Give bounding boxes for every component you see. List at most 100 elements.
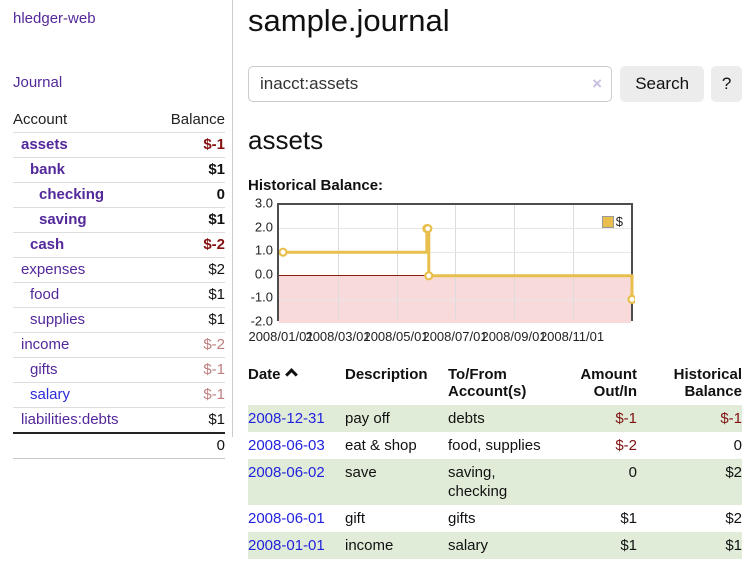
transaction-accounts: debts — [448, 405, 552, 432]
account-row-income: income $-2 — [13, 332, 225, 357]
x-tick-label: 2008/01/01 — [248, 329, 313, 344]
x-tick-label: 2008/03/01 — [305, 329, 370, 344]
y-tick-label: 1.0 — [248, 243, 273, 258]
sidebar-item-journal[interactable]: Journal — [13, 74, 226, 91]
main-content: sample.journal × Search ? assets Histori… — [248, 0, 742, 582]
accounts-total-value: 0 — [217, 437, 225, 455]
transaction-date-link[interactable]: 2008-12-31 — [248, 410, 325, 427]
transaction-row: 2008-06-02 save saving, checking 0 $2 — [248, 459, 742, 505]
x-tick-label: 2008/09/01 — [481, 329, 546, 344]
account-link-checking[interactable]: checking — [39, 186, 104, 204]
transaction-date-link[interactable]: 2008-06-02 — [248, 464, 325, 481]
chart-title: Historical Balance: — [248, 177, 383, 194]
account-link-income[interactable]: income — [21, 336, 69, 354]
account-row-supplies: supplies $1 — [13, 307, 225, 332]
transaction-balance: $2 — [637, 505, 742, 532]
transaction-description: save — [345, 459, 448, 505]
transaction-amount: 0 — [552, 459, 637, 505]
legend-label: $ — [616, 214, 623, 229]
sidebar: hledger-web Journal Account Balance asse… — [0, 0, 232, 582]
transaction-amount: $1 — [552, 532, 637, 559]
account-row-liabilities-debts: liabilities:debts $1 — [13, 407, 225, 434]
transaction-date-link[interactable]: 2008-06-01 — [248, 510, 325, 527]
transaction-description: income — [345, 532, 448, 559]
account-link-bank[interactable]: bank — [30, 161, 65, 179]
transaction-amount: $-2 — [552, 432, 637, 459]
search-input[interactable] — [248, 66, 612, 102]
description-column-header: Description — [345, 363, 448, 405]
account-link-cash[interactable]: cash — [30, 236, 64, 254]
account-link-liabilities-debts[interactable]: liabilities:debts — [21, 411, 119, 429]
x-tick-label: 2008/11/01 — [540, 329, 604, 344]
account-row-salary: salary $-1 — [13, 382, 225, 407]
balance-line-series — [279, 205, 635, 323]
account-balance: $-1 — [203, 386, 225, 404]
search-input-wrap: × — [248, 66, 612, 102]
transaction-accounts: saving, checking — [448, 459, 552, 505]
y-tick-label: 3.0 — [248, 196, 273, 211]
account-row-checking: checking 0 — [13, 182, 225, 207]
account-balance: 0 — [217, 186, 225, 204]
filtered-account-heading: assets — [248, 125, 323, 156]
account-balance: $2 — [208, 261, 225, 279]
search-form: × Search ? — [248, 66, 742, 102]
x-tick-label: 2008/05/01 — [363, 329, 428, 344]
clear-search-icon[interactable]: × — [592, 74, 602, 94]
transaction-accounts: food, supplies — [448, 432, 552, 459]
transaction-balance: $-1 — [637, 405, 742, 432]
sort-ascending-icon — [285, 368, 298, 381]
transaction-amount: $1 — [552, 505, 637, 532]
account-link-gifts[interactable]: gifts — [30, 361, 58, 379]
transaction-row: 2008-12-31 pay off debts $-1 $-1 — [248, 405, 742, 432]
transaction-date-link[interactable]: 2008-06-03 — [248, 437, 325, 454]
account-balance: $-1 — [203, 361, 225, 379]
transaction-accounts: gifts — [448, 505, 552, 532]
transaction-row: 2008-06-01 gift gifts $1 $2 — [248, 505, 742, 532]
historical-balance-chart: 3.0 2.0 1.0 0.0 -1.0 -2.0 $ 2008/01/01 2… — [248, 196, 742, 346]
help-button[interactable]: ? — [711, 66, 742, 102]
transaction-amount: $-1 — [552, 405, 637, 432]
account-link-expenses[interactable]: expenses — [21, 261, 85, 279]
search-button[interactable]: Search — [620, 66, 704, 102]
account-balance-table: Account Balance assets $-1 bank $1 check… — [13, 108, 225, 459]
account-row-bank: bank $1 — [13, 157, 225, 182]
account-link-food[interactable]: food — [30, 286, 59, 304]
sidebar-divider — [232, 0, 233, 437]
transaction-description: eat & shop — [345, 432, 448, 459]
balance-column-header: Balance — [171, 111, 225, 129]
account-balance: $-2 — [203, 236, 225, 254]
register-header-row: Date Description To/From Account(s) Amou… — [248, 363, 742, 405]
account-link-salary[interactable]: salary — [30, 386, 70, 404]
account-row-saving: saving $1 — [13, 207, 225, 232]
y-tick-label: 0.0 — [248, 267, 273, 282]
account-balance: $1 — [208, 286, 225, 304]
y-tick-label: 2.0 — [248, 220, 273, 235]
page-title: sample.journal — [248, 3, 450, 39]
transaction-accounts: salary — [448, 532, 552, 559]
account-balance: $1 — [208, 311, 225, 329]
y-tick-label: -1.0 — [248, 290, 273, 305]
amount-column-header: Amount Out/In — [552, 363, 637, 405]
account-balance: $-2 — [203, 336, 225, 354]
account-link-assets[interactable]: assets — [21, 136, 68, 154]
transaction-row: 2008-06-03 eat & shop food, supplies $-2… — [248, 432, 742, 459]
account-row-food: food $1 — [13, 282, 225, 307]
accounts-column-header: To/From Account(s) — [448, 363, 552, 405]
transaction-date-link[interactable]: 2008-01-01 — [248, 537, 325, 554]
account-column-header: Account — [13, 111, 67, 129]
account-balance: $-1 — [203, 136, 225, 154]
chart-legend: $ — [602, 214, 623, 229]
chart-plot-area: $ — [277, 203, 633, 321]
app-title-link[interactable]: hledger-web — [13, 10, 226, 27]
account-row-gifts: gifts $-1 — [13, 357, 225, 382]
transaction-balance: $2 — [637, 459, 742, 505]
date-column-header[interactable]: Date — [248, 363, 345, 405]
y-tick-label: -2.0 — [248, 314, 273, 329]
account-row-assets: assets $-1 — [13, 132, 225, 157]
account-row-expenses: expenses $2 — [13, 257, 225, 282]
legend-swatch-icon — [602, 216, 614, 228]
account-link-supplies[interactable]: supplies — [30, 311, 85, 329]
account-table-header: Account Balance — [13, 108, 225, 132]
transaction-balance: $1 — [637, 532, 742, 559]
account-link-saving[interactable]: saving — [39, 211, 87, 229]
